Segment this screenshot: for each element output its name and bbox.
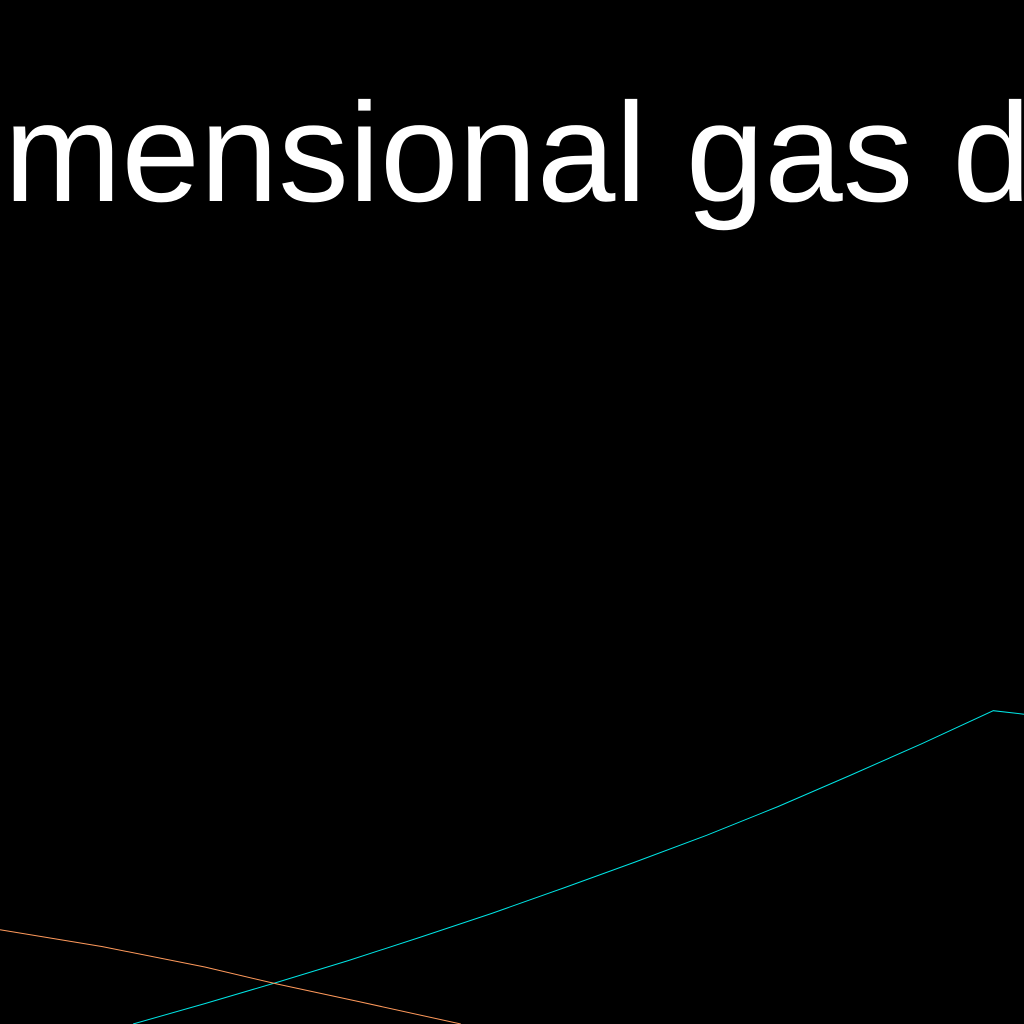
chart-title: mensional gas d xyxy=(4,73,1024,231)
series-line-1 xyxy=(132,710,1024,1024)
series-line-2 xyxy=(0,929,461,1024)
